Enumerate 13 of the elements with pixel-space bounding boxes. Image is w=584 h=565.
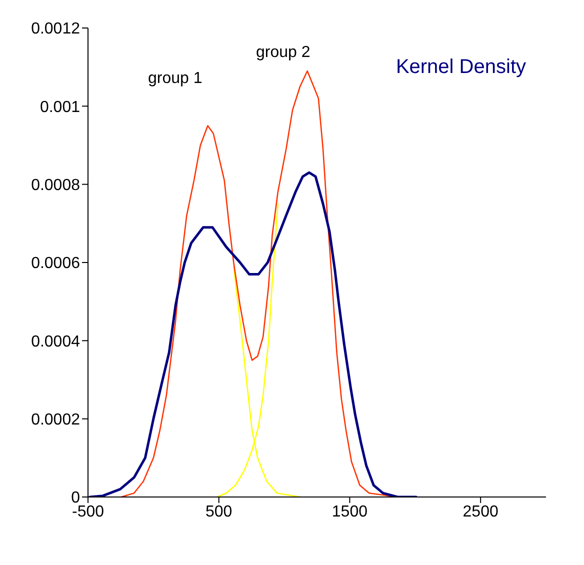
text: Kernel Density [396,56,526,79]
x-tick-label: 1500 [332,503,368,520]
y-tick-label: 0.0008 [31,177,80,194]
y-tick-label: 0.001 [40,98,80,116]
y-tick-label: 0.0012 [31,20,80,38]
x-tick-label: 2500 [462,503,498,520]
annotation: group 2 [256,44,310,62]
line-series [88,171,418,497]
annotation: group 1 [148,70,202,88]
y-tick-label: 0.0006 [31,255,80,272]
x-tick-label: 500 [206,503,232,520]
y-tick-label: 0.0002 [31,412,80,429]
y-tick-label: 0.0004 [31,333,80,350]
